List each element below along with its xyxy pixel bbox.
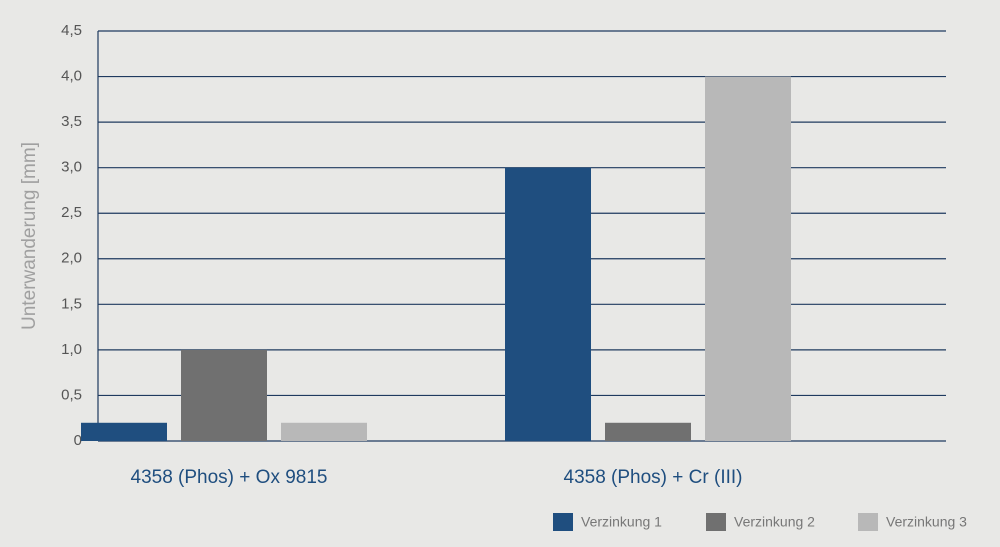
bar xyxy=(281,422,367,441)
y-axis-label: Unterwanderung [mm] xyxy=(19,142,40,330)
x-tick-label: 4358 (Phos) + Cr (III) xyxy=(564,467,743,488)
legend-label: Verzinkung 3 xyxy=(886,514,967,530)
y-tick-label: 4,0 xyxy=(61,68,82,85)
bar xyxy=(605,422,691,441)
y-tick-label: 1,5 xyxy=(61,295,82,312)
y-tick-label: 2,5 xyxy=(61,204,82,221)
y-tick-label: 2,0 xyxy=(61,250,82,267)
y-tick-label: 3,0 xyxy=(61,159,82,176)
y-tick-label: 0,5 xyxy=(61,386,82,403)
legend-swatch xyxy=(706,513,726,531)
bar xyxy=(505,167,591,441)
y-tick-label: 0 xyxy=(74,432,82,449)
legend-label: Verzinkung 2 xyxy=(734,514,815,530)
legend-label: Verzinkung 1 xyxy=(581,514,662,530)
legend-swatch xyxy=(858,513,878,531)
y-tick-label: 3,5 xyxy=(61,113,82,130)
legend-swatch xyxy=(553,513,573,531)
y-tick-label: 4,5 xyxy=(61,22,82,39)
x-tick-label: 4358 (Phos) + Ox 9815 xyxy=(131,467,328,488)
bar xyxy=(181,349,267,441)
y-tick-label: 1,0 xyxy=(61,341,82,358)
bar xyxy=(81,422,167,441)
bar xyxy=(705,76,791,442)
